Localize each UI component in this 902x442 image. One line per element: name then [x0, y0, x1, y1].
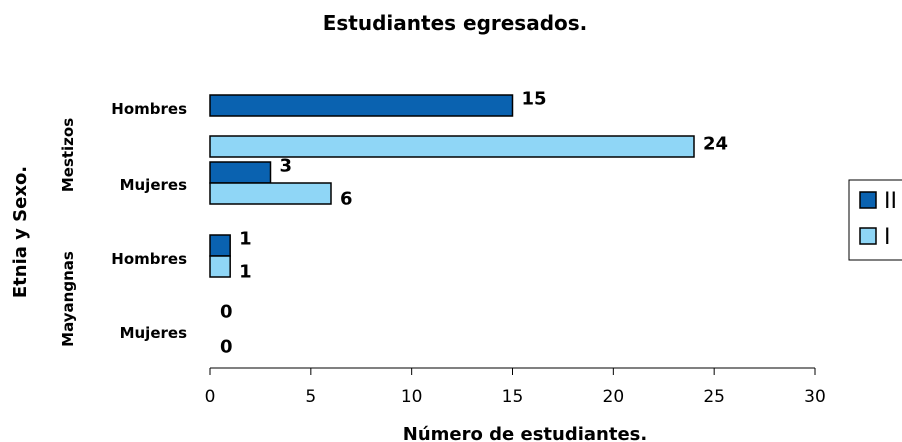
x-tick-label: 20: [603, 387, 625, 407]
data-label: 3: [280, 156, 293, 177]
group-label: Mestizos: [59, 118, 77, 192]
chart-title: Estudiantes egresados.: [323, 11, 588, 35]
y-axis-title: Etnia y Sexo.: [10, 166, 31, 298]
legend-label: II: [884, 189, 897, 214]
data-label: 1: [239, 262, 252, 283]
x-tick-label: 25: [703, 387, 725, 407]
bar-i: [209, 255, 231, 278]
bar-i: [209, 182, 332, 205]
group-label: Mayangnas: [59, 251, 77, 347]
data-label: 6: [340, 189, 353, 210]
category-label: Mujeres: [120, 324, 187, 342]
category-label: Hombres: [111, 100, 187, 118]
bar-i: [209, 135, 695, 158]
legend-swatch: [859, 227, 877, 245]
data-label: 15: [522, 89, 547, 110]
data-label: 24: [703, 134, 728, 155]
legend: III: [848, 179, 902, 261]
category-label: Mujeres: [120, 176, 187, 194]
bar-ii: [209, 161, 272, 184]
category-label: Hombres: [111, 250, 187, 268]
x-tick-label: 10: [401, 387, 423, 407]
x-tick-label: 15: [502, 387, 524, 407]
x-axis-title: Número de estudiantes.: [403, 424, 647, 442]
x-tick-label: 0: [205, 387, 216, 407]
category-labels: Mestizos Hombres Mujeres Mayangnas Hombres Mu…: [59, 100, 187, 347]
legend-label: I: [884, 225, 891, 250]
x-tick-label: 30: [804, 387, 826, 407]
x-axis-ticks: 0 5 10 15 20 25 30: [205, 368, 826, 407]
bar-ii: [209, 94, 514, 117]
legend-swatch: [859, 191, 877, 209]
data-label: 0: [220, 337, 233, 358]
x-tick-label: 5: [305, 387, 316, 407]
data-label: 1: [239, 229, 252, 250]
data-label: 0: [220, 302, 233, 323]
bar-ii: [209, 234, 231, 257]
